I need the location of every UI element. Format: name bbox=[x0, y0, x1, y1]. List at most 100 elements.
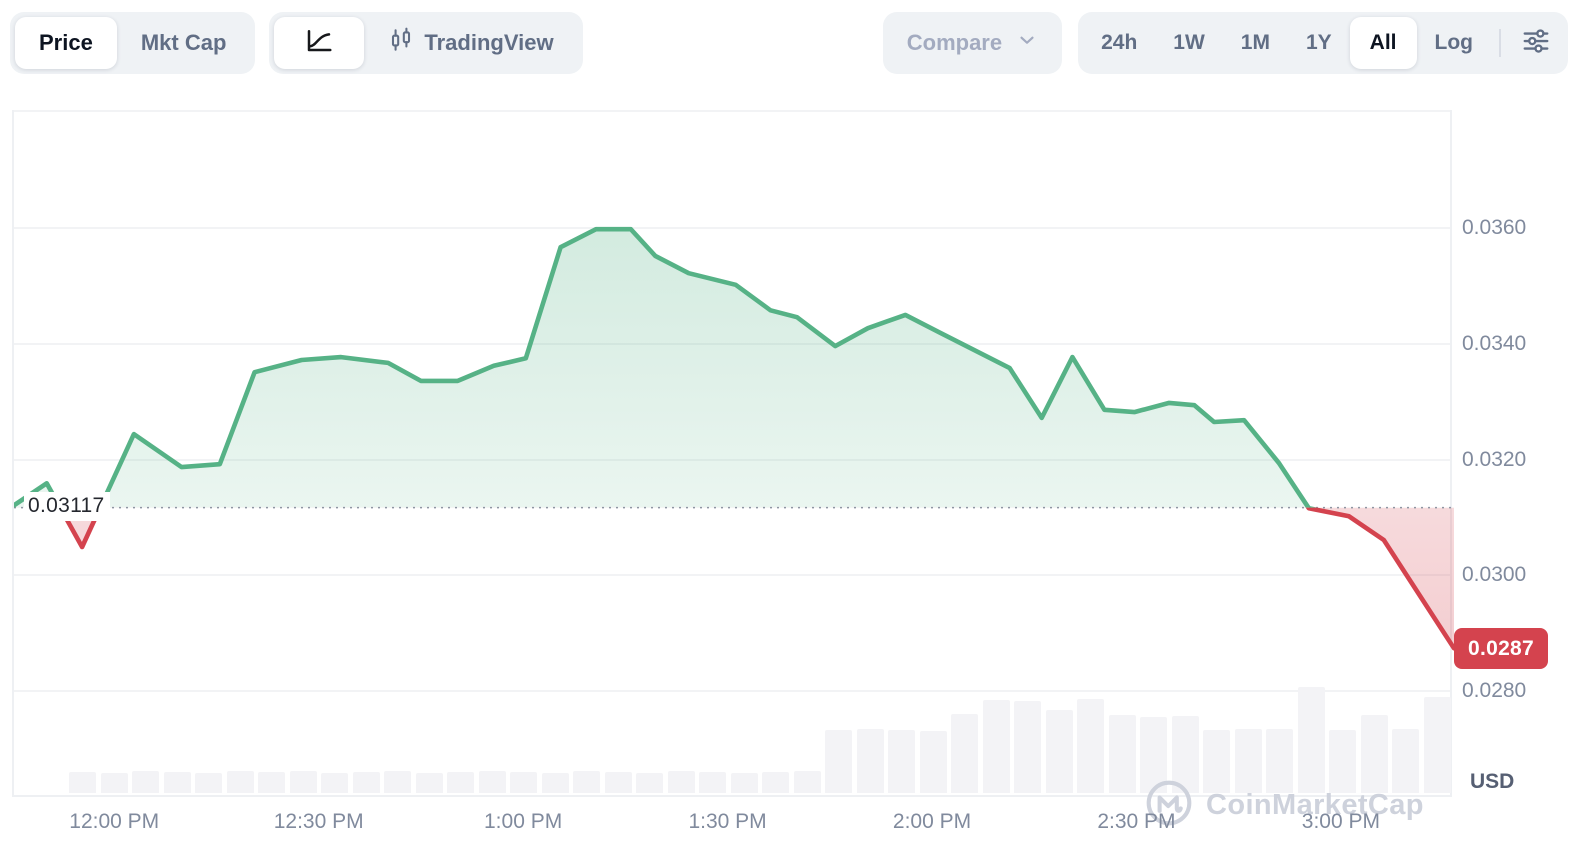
range-1m[interactable]: 1M bbox=[1223, 17, 1288, 69]
volume-bar bbox=[226, 771, 254, 793]
y-tick-label: 0.0320 bbox=[1462, 447, 1527, 471]
gridline bbox=[14, 690, 1450, 693]
volume-bar bbox=[163, 772, 191, 793]
price-line-up bbox=[14, 226, 1318, 508]
chevron-down-icon bbox=[1016, 29, 1038, 57]
gridline bbox=[14, 227, 1450, 230]
volume-bar bbox=[1171, 716, 1199, 793]
sliders-icon bbox=[1521, 26, 1551, 61]
range-log-label: Log bbox=[1434, 31, 1473, 54]
x-tick-label: 1:30 PM bbox=[688, 810, 767, 833]
volume-bar bbox=[951, 714, 978, 793]
volume-bar bbox=[825, 730, 852, 793]
volume-bar bbox=[69, 772, 96, 793]
volume-bar bbox=[667, 771, 695, 793]
line-chart-icon bbox=[304, 25, 334, 61]
volume-bar bbox=[132, 771, 159, 793]
y-tick-label: 0.0340 bbox=[1462, 331, 1527, 355]
range-1y-label: 1Y bbox=[1305, 31, 1332, 54]
x-tick-label: 1:00 PM bbox=[484, 810, 563, 833]
price-tab[interactable]: Price bbox=[15, 17, 117, 69]
tradingview-button[interactable]: TradingView bbox=[364, 17, 577, 69]
volume-bar bbox=[856, 729, 884, 793]
range-1w[interactable]: 1W bbox=[1155, 17, 1223, 69]
y-tick-label: 0.0280 bbox=[1462, 679, 1527, 703]
chart-type-toggle-group: TradingView bbox=[269, 12, 583, 74]
volume-bar bbox=[321, 773, 348, 793]
y-axis-unit-label: USD bbox=[1470, 770, 1515, 793]
y-tick-label: 0.0360 bbox=[1462, 216, 1527, 240]
area-fill-up bbox=[14, 229, 1454, 508]
volume-bar bbox=[1329, 730, 1356, 793]
volume-bar bbox=[573, 771, 600, 793]
volume-bar bbox=[1423, 697, 1451, 793]
last-price-badge: 0.0287 bbox=[1454, 628, 1548, 670]
gridline bbox=[14, 574, 1450, 577]
mktcap-tab-label: Mkt Cap bbox=[140, 30, 227, 55]
y-tick-label: 0.0300 bbox=[1462, 563, 1527, 587]
volume-bar bbox=[195, 773, 222, 793]
compare-dropdown[interactable]: Compare bbox=[882, 12, 1063, 74]
volume-bar bbox=[1140, 717, 1167, 793]
mktcap-tab[interactable]: Mkt Cap bbox=[117, 17, 251, 69]
volume-bar bbox=[1266, 729, 1293, 793]
volume-bar bbox=[1045, 710, 1073, 793]
price-tab-label: Price bbox=[39, 30, 93, 55]
range-24h[interactable]: 24h bbox=[1083, 17, 1155, 69]
volume-bar bbox=[415, 773, 443, 793]
volume-bar bbox=[258, 772, 285, 793]
volume-bar bbox=[762, 772, 789, 793]
volume-bar bbox=[604, 772, 632, 793]
volume-bar bbox=[352, 772, 380, 793]
volume-bar bbox=[1392, 729, 1419, 793]
x-tick-label: 12:00 PM bbox=[69, 810, 160, 833]
volume-bar bbox=[793, 771, 821, 793]
volume-bar bbox=[100, 773, 128, 793]
volume-bar bbox=[919, 731, 947, 793]
x-tick-label: 3:00 PM bbox=[1301, 810, 1381, 833]
range-all[interactable]: All bbox=[1349, 17, 1417, 69]
chart-toolbar: Price Mkt Cap bbox=[10, 12, 1568, 74]
volume-bar bbox=[541, 773, 569, 793]
volume-bar bbox=[510, 772, 537, 793]
toolbar-divider bbox=[1499, 29, 1501, 57]
volume-bar bbox=[447, 772, 474, 793]
volume-bar bbox=[730, 773, 758, 793]
volume-bar bbox=[289, 771, 317, 793]
volume-bar bbox=[478, 771, 506, 793]
x-tick-label: 2:00 PM bbox=[892, 810, 972, 833]
range-all-label: All bbox=[1369, 31, 1397, 54]
gridline-top bbox=[14, 110, 1450, 112]
x-tick-label: 2:30 PM bbox=[1097, 810, 1176, 833]
range-toggle-group: 24h 1W 1M 1Y All Log bbox=[1078, 12, 1568, 74]
volume-bar bbox=[982, 700, 1010, 793]
x-tick-label: 12:30 PM bbox=[273, 810, 364, 833]
volume-bar bbox=[1108, 715, 1136, 793]
volume-bar bbox=[384, 771, 411, 793]
volume-bar bbox=[1014, 701, 1041, 793]
line-chart-button[interactable] bbox=[274, 17, 365, 69]
volume-bar bbox=[1360, 715, 1388, 793]
volume-bar bbox=[1203, 730, 1230, 793]
volume-bar bbox=[888, 730, 915, 793]
price-line-chart bbox=[14, 226, 1454, 651]
volume-bar bbox=[699, 772, 726, 793]
range-1y[interactable]: 1Y bbox=[1288, 17, 1350, 69]
chart-settings-button[interactable] bbox=[1509, 17, 1563, 69]
tradingview-label: TradingView bbox=[424, 30, 554, 55]
metric-toggle-group: Price Mkt Cap bbox=[10, 12, 256, 74]
compare-label: Compare bbox=[906, 30, 1003, 55]
volume-bar bbox=[1077, 699, 1104, 793]
volume-bar bbox=[1234, 729, 1262, 793]
range-1w-label: 1W bbox=[1173, 31, 1205, 54]
volume-bar bbox=[636, 773, 663, 793]
open-price-label: 0.03117 bbox=[24, 491, 111, 521]
compare-button[interactable]: Compare bbox=[893, 17, 1052, 69]
candlestick-icon bbox=[388, 26, 414, 60]
range-1m-label: 1M bbox=[1240, 31, 1270, 54]
price-chart-plot[interactable]: CoinMarketCap bbox=[12, 110, 1454, 826]
volume-bar bbox=[1297, 687, 1325, 793]
range-24h-label: 24h bbox=[1101, 31, 1138, 54]
range-log[interactable]: Log bbox=[1417, 17, 1491, 69]
